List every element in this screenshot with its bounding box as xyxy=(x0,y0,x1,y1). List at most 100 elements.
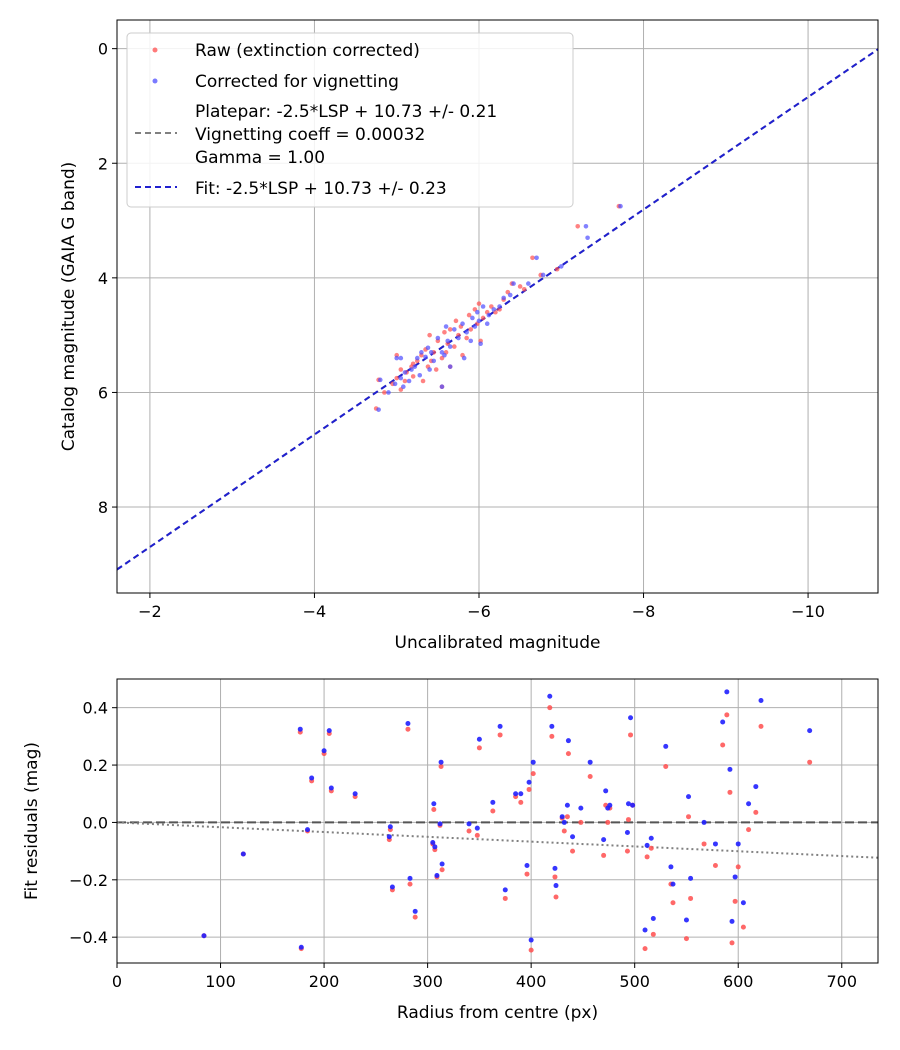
data-point-corrected xyxy=(432,844,438,850)
data-point-corrected xyxy=(511,281,516,286)
data-point-corrected xyxy=(570,834,576,840)
data-point-raw xyxy=(433,367,439,372)
legend-label-raw: Raw (extinction corrected) xyxy=(195,41,420,61)
data-point-corrected xyxy=(732,874,738,880)
data-point-corrected xyxy=(549,723,555,729)
data-point-corrected xyxy=(513,791,519,797)
data-point-raw xyxy=(453,318,459,324)
data-point-raw xyxy=(518,799,524,805)
y-tick-label: 0.4 xyxy=(83,699,108,718)
legend-marker-corrected xyxy=(152,78,158,84)
data-point-raw xyxy=(407,881,413,887)
data-point-raw xyxy=(688,895,694,901)
data-point-raw xyxy=(431,807,437,813)
data-point-corrected xyxy=(518,791,524,797)
data-point-corrected xyxy=(530,759,536,765)
data-point-raw xyxy=(724,712,730,718)
calibration-y-axis-label: Catalog magnitude (GAIA G band) xyxy=(59,162,79,452)
data-point-raw xyxy=(561,828,567,834)
data-point-corrected xyxy=(430,840,436,846)
data-point-raw xyxy=(605,819,611,825)
data-point-raw xyxy=(524,871,530,877)
data-point-corrected xyxy=(435,335,441,341)
x-tick-label: 700 xyxy=(826,972,857,991)
y-tick-label: 6 xyxy=(98,383,108,402)
data-point-corrected xyxy=(486,312,492,318)
data-point-raw xyxy=(549,733,555,739)
data-point-corrected xyxy=(386,834,392,840)
series-line xyxy=(116,821,879,859)
data-point-corrected xyxy=(387,824,393,830)
y-tick-label: 0.2 xyxy=(83,756,108,775)
residuals-points xyxy=(201,689,813,953)
data-point-corrected xyxy=(501,295,506,301)
data-point-corrected xyxy=(807,728,813,734)
data-point-corrected xyxy=(417,372,423,378)
data-point-corrected xyxy=(474,825,480,831)
data-point-raw xyxy=(466,828,472,834)
data-point-corrected xyxy=(460,321,465,326)
data-point-raw xyxy=(552,874,558,880)
data-point-corrected xyxy=(480,304,486,309)
data-point-raw xyxy=(452,344,457,349)
data-point-corrected xyxy=(490,799,496,805)
y-tick-label: 8 xyxy=(98,498,108,517)
data-point-corrected xyxy=(644,842,650,848)
data-point-raw xyxy=(642,946,648,952)
data-point-corrected xyxy=(507,292,513,298)
data-point-raw xyxy=(439,867,445,873)
data-point-corrected xyxy=(470,315,475,321)
residuals-plot-frame xyxy=(116,678,879,964)
data-point-corrected xyxy=(628,715,634,721)
data-point-raw xyxy=(753,809,759,815)
data-point-corrected xyxy=(540,272,546,278)
data-point-raw xyxy=(740,924,746,930)
data-point-corrected xyxy=(607,802,613,808)
data-point-corrected xyxy=(439,384,445,390)
data-point-corrected xyxy=(414,355,420,361)
data-point-corrected xyxy=(502,887,508,893)
x-tick-label: 300 xyxy=(412,972,443,991)
data-point-raw xyxy=(405,726,411,732)
data-point-corrected xyxy=(526,779,532,785)
legend-marker-raw xyxy=(152,47,158,53)
data-point-corrected xyxy=(398,355,404,361)
legend-label-platepar-line2: Vignetting coeff = 0.00032 xyxy=(195,125,425,145)
data-point-corrected xyxy=(419,350,424,355)
data-point-corrected xyxy=(321,748,327,754)
x-tick-label: 100 xyxy=(205,972,236,991)
data-point-raw xyxy=(624,848,630,854)
residuals-grid xyxy=(116,679,878,963)
calibration-ticks: −2 −4 −6 −8 −10 0 2 4 6 8 xyxy=(98,40,825,621)
data-point-raw xyxy=(644,854,650,860)
y-tick-label: 0.0 xyxy=(83,813,108,832)
data-point-raw xyxy=(628,732,634,738)
y-tick-label: −0.4 xyxy=(69,928,108,947)
data-point-corrected xyxy=(439,861,445,867)
data-point-corrected xyxy=(735,841,741,847)
data-point-corrected xyxy=(547,693,553,699)
data-point-corrected xyxy=(558,264,564,269)
data-point-corrected xyxy=(534,255,539,261)
data-point-corrected xyxy=(405,720,411,726)
x-tick-label: 400 xyxy=(516,972,547,991)
data-point-corrected xyxy=(642,927,648,933)
y-tick-label: 0 xyxy=(98,40,108,59)
data-point-corrected xyxy=(476,318,482,324)
data-point-corrected xyxy=(442,352,447,358)
data-point-corrected xyxy=(727,766,733,772)
data-point-corrected xyxy=(386,390,391,395)
data-point-corrected xyxy=(328,785,334,791)
data-point-corrected xyxy=(394,355,400,361)
legend-label-corrected: Corrected for vignetting xyxy=(195,72,399,92)
data-point-raw xyxy=(553,894,559,900)
data-point-raw xyxy=(394,375,400,381)
data-point-corrected xyxy=(412,908,418,914)
data-point-corrected xyxy=(497,304,502,309)
data-point-corrected xyxy=(618,203,623,209)
data-point-raw xyxy=(398,367,404,372)
data-point-raw xyxy=(554,266,560,272)
data-point-corrected xyxy=(428,350,434,355)
data-point-corrected xyxy=(445,338,451,344)
data-point-corrected xyxy=(407,875,413,881)
